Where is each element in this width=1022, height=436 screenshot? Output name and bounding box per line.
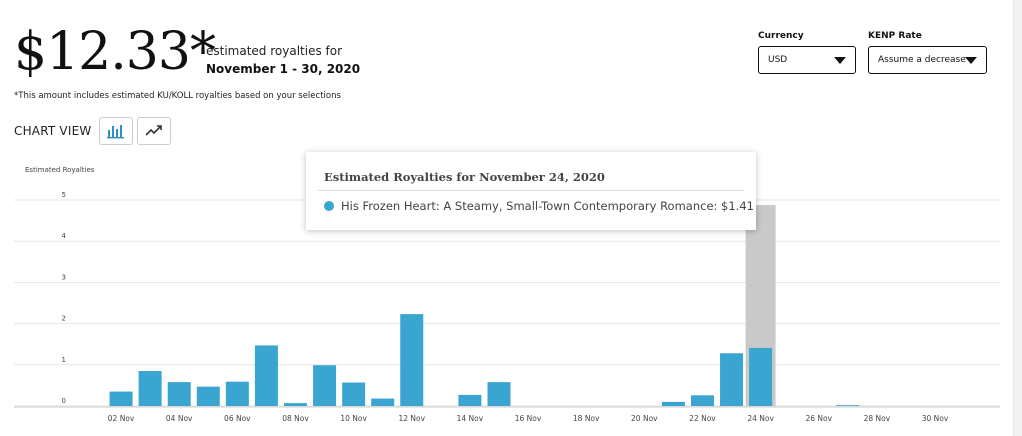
data-bar xyxy=(371,398,395,406)
x-tick-label: 26 Nov xyxy=(805,414,832,423)
data-bar xyxy=(254,345,278,406)
x-tick-label: 04 Nov xyxy=(166,414,193,423)
data-bar xyxy=(400,314,424,406)
y-tick-label: 5 xyxy=(62,191,66,199)
chart-view-label: CHART VIEW xyxy=(14,124,92,138)
y-tick-label: 0 xyxy=(62,397,66,405)
tooltip-item: His Frozen Heart: A Steamy, Small-Town C… xyxy=(324,199,754,213)
chart-view-toggle: CHART VIEW xyxy=(14,116,175,146)
data-bar xyxy=(720,353,744,406)
data-bar xyxy=(342,382,366,406)
x-tick-label: 30 Nov xyxy=(922,414,949,423)
y-tick-label: 3 xyxy=(62,273,66,281)
caret-down-icon xyxy=(965,57,977,64)
line-view-button[interactable] xyxy=(137,117,172,145)
bar-chart-icon xyxy=(107,125,125,139)
tooltip-title: Estimated Royalties for November 24, 202… xyxy=(324,170,605,184)
series-dot-icon xyxy=(324,201,334,211)
data-bar xyxy=(196,386,220,406)
x-tick-label: 20 Nov xyxy=(631,414,658,423)
chart-tooltip: Estimated Royalties for November 24, 202… xyxy=(306,152,756,230)
y-tick-label: 1 xyxy=(62,356,66,364)
caret-down-icon xyxy=(834,57,846,64)
data-bar xyxy=(138,370,162,406)
data-bar xyxy=(836,405,860,406)
royalties-note: estimated royalties for xyxy=(206,44,343,58)
x-tick-label: 14 Nov xyxy=(457,414,484,423)
kenp-rate-select[interactable]: Assume a decrease xyxy=(868,46,987,74)
kenp-rate-label: KENP Rate xyxy=(868,31,922,41)
data-bar xyxy=(749,347,773,406)
line-chart-icon xyxy=(145,125,163,136)
x-tick-label: 12 Nov xyxy=(398,414,425,423)
royalties-footnote: *This amount includes estimated KU/KOLL … xyxy=(14,91,341,101)
data-bar xyxy=(661,401,685,406)
x-tick-label: 02 Nov xyxy=(108,414,135,423)
page-scrollbar[interactable] xyxy=(1013,0,1022,436)
royalties-summary: $12.33* estimated royalties for November… xyxy=(14,22,614,82)
data-bar xyxy=(458,394,482,406)
y-tick-label: 4 xyxy=(62,232,67,240)
y-axis-label: Estimated Royalties xyxy=(25,166,95,174)
data-bar xyxy=(225,381,249,406)
royalties-bar-chart: 0 1 2 3 4 5 02 Nov 04 Nov 06 Nov 08 Nov 10 Nov 12 N… xyxy=(14,191,1000,423)
x-tick-label: 16 Nov xyxy=(515,414,542,423)
royalties-date-range: November 1 - 30, 2020 xyxy=(206,62,361,76)
x-tick-label: 22 Nov xyxy=(689,414,716,423)
currency-select[interactable]: USD xyxy=(758,46,856,74)
data-bar xyxy=(283,403,307,406)
x-tick-label: 08 Nov xyxy=(282,414,309,423)
bar-view-button[interactable] xyxy=(99,117,134,145)
data-bar xyxy=(487,382,511,406)
tooltip-divider xyxy=(318,190,744,191)
royalties-amount: $12.33* xyxy=(14,22,216,82)
tooltip-item-label: His Frozen Heart: A Steamy, Small-Town C… xyxy=(341,199,754,213)
x-tick-label: 18 Nov xyxy=(573,414,600,423)
currency-label: Currency xyxy=(758,31,804,41)
x-tick-label: 06 Nov xyxy=(224,414,251,423)
x-tick-label: 28 Nov xyxy=(864,414,891,423)
kenp-rate-value: Assume a decrease xyxy=(878,55,966,65)
data-bar xyxy=(690,395,714,406)
x-tick-label: 10 Nov xyxy=(340,414,367,423)
data-bar xyxy=(313,365,337,406)
data-bar xyxy=(109,391,133,406)
y-tick-label: 2 xyxy=(62,315,66,323)
data-bar xyxy=(167,382,191,406)
currency-value: USD xyxy=(768,55,788,65)
x-tick-label: 24 Nov xyxy=(747,414,774,423)
